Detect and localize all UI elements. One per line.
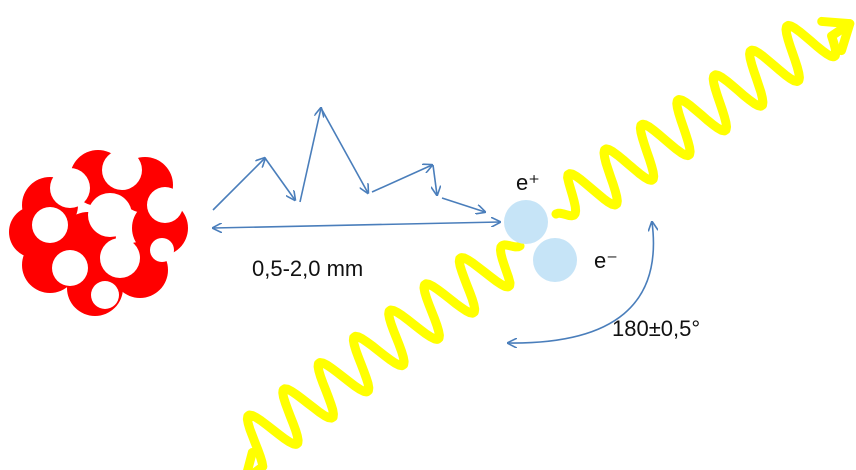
electron-label: e⁻ — [594, 248, 618, 273]
positron-label: e⁺ — [516, 170, 540, 195]
nucleus — [9, 150, 188, 316]
diagram: e⁺ e⁻ 0,5-2,0 mm 180±0,5° — [0, 0, 856, 470]
angle-label: 180±0,5° — [612, 316, 700, 341]
distance-label: 0,5-2,0 mm — [252, 256, 363, 281]
gamma-wave — [556, 24, 850, 216]
electron — [533, 238, 577, 282]
positron — [504, 200, 548, 244]
